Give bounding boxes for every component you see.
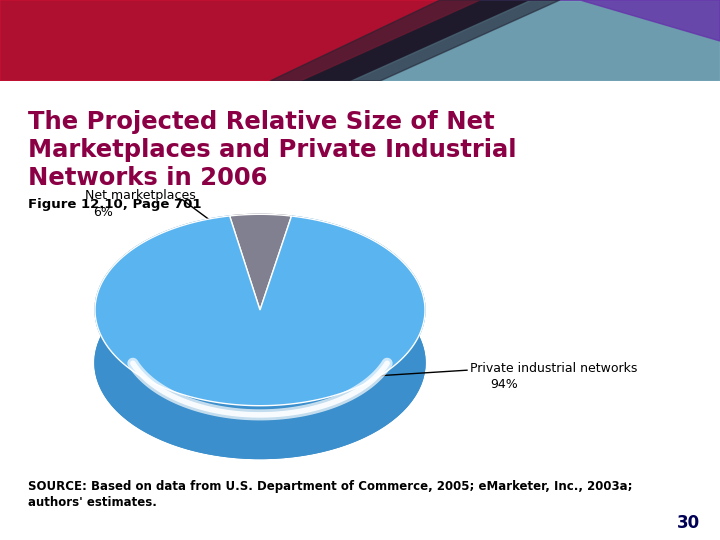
- Text: 6%: 6%: [93, 206, 113, 219]
- Polygon shape: [0, 0, 720, 81]
- Polygon shape: [95, 216, 425, 458]
- Polygon shape: [230, 214, 292, 310]
- Polygon shape: [480, 0, 720, 41]
- Text: 30: 30: [677, 514, 700, 532]
- Polygon shape: [95, 216, 425, 406]
- Text: Net marketplaces: Net marketplaces: [85, 190, 196, 202]
- Polygon shape: [0, 0, 480, 81]
- Text: authors' estimates.: authors' estimates.: [28, 496, 157, 509]
- Text: Private industrial networks: Private industrial networks: [470, 361, 637, 375]
- Polygon shape: [230, 214, 292, 269]
- Text: Marketplaces and Private Industrial: Marketplaces and Private Industrial: [28, 138, 516, 162]
- Text: Figure 12.10, Page 701: Figure 12.10, Page 701: [28, 198, 202, 211]
- Text: 94%: 94%: [490, 377, 518, 390]
- Polygon shape: [95, 267, 425, 458]
- Text: SOURCE: Based on data from U.S. Department of Commerce, 2005; eMarketer, Inc., 2: SOURCE: Based on data from U.S. Departme…: [28, 480, 632, 493]
- Polygon shape: [270, 0, 560, 81]
- Polygon shape: [350, 0, 720, 81]
- Text: Networks in 2006: Networks in 2006: [28, 166, 268, 190]
- Text: The Projected Relative Size of Net: The Projected Relative Size of Net: [28, 110, 495, 134]
